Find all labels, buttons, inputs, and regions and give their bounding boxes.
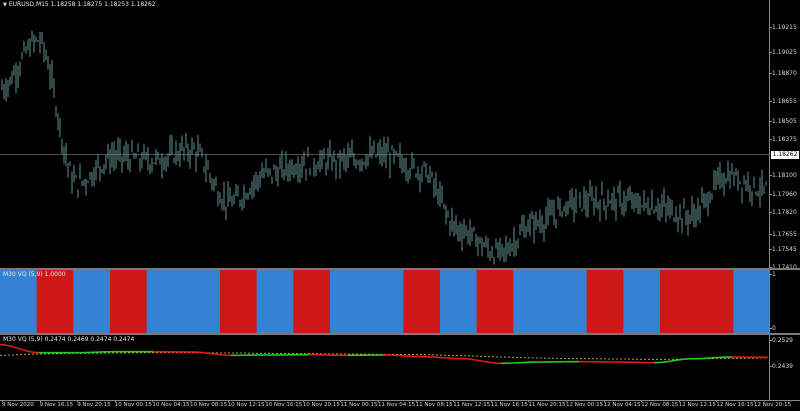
price-scale-tick: 1.17960: [769, 190, 797, 198]
vq-histogram-segment: [696, 270, 734, 334]
price-scale-tick: 1.17820: [769, 209, 797, 217]
vq-histogram-segment: [586, 270, 624, 334]
vq-histogram-segment: [660, 270, 698, 334]
time-axis-label: 10 Nov 12:15: [227, 400, 265, 408]
vq-main-line-segment: [26, 350, 31, 353]
time-axis-label: 10 Nov 08:15: [190, 400, 228, 408]
price-scale-tick: 1.18100: [769, 172, 797, 180]
vq-main-line-segment: [476, 359, 481, 362]
price-scale[interactable]: 1.19215 1.19025 1.18870 1.18655 1.18505 1.183…: [769, 0, 800, 270]
vq-histogram-segment: [623, 270, 661, 334]
pane-separator[interactable]: [0, 333, 800, 335]
vq-histogram-segment: [256, 270, 294, 334]
price-chart-caption: ▼ EURUSD,M15 1.18258 1.18275 1.18253 1.18…: [3, 1, 156, 8]
time-axis-label: 10 Nov 20:15: [302, 400, 340, 408]
vq-histogram-segment: [293, 270, 331, 334]
price-scale-tick: 1.19215: [769, 23, 797, 31]
time-axis-label: 12 Nov 16:15: [716, 400, 754, 408]
time-axis-label: 11 Nov 00:15: [340, 400, 378, 408]
time-axis-label: 12 Nov 12:15: [678, 400, 716, 408]
pane-separator[interactable]: [0, 268, 800, 270]
price-series: [0, 30, 770, 265]
price-caption-text: EURUSD,M15 1.18258 1.18275 1.18253 1.182…: [8, 1, 156, 8]
vq-main-line-segment: [29, 350, 34, 354]
vq-line-scale-bottom: 0.2439: [769, 363, 793, 370]
vq-signal-line: [0, 352, 768, 360]
vq-line-plot-area[interactable]: [0, 335, 770, 400]
time-axis-label: 9 Nov 16:15: [39, 400, 74, 408]
price-plot-area[interactable]: [0, 0, 770, 270]
vq-histogram-segment: [183, 270, 221, 334]
vq-bars-scale-bottom: 0: [769, 325, 776, 332]
vq-histogram-segment: [220, 270, 258, 334]
time-axis-label: 11 Nov 20:15: [528, 400, 566, 408]
vq-histogram: [0, 270, 770, 334]
price-scale-tick: 1.18870: [769, 69, 797, 77]
vq-histogram-segment: [330, 270, 368, 334]
vq-bars-caption: M30 VQ (5,9) 1.0000: [3, 271, 66, 278]
vq-main-line-segment: [5, 344, 10, 347]
time-axis-label: 10 Nov 16:15: [265, 400, 303, 408]
vq-main-line-segment: [482, 360, 487, 363]
vq-histogram-segment: [146, 270, 184, 334]
vq-histogram-segment: [403, 270, 441, 334]
vq-histogram-segment: [366, 270, 404, 334]
vq-histogram-segment: [550, 270, 588, 334]
vq-histogram-segment: [513, 270, 551, 334]
time-axis-label: 11 Nov 04:15: [378, 400, 416, 408]
time-axis-label: 9 Nov 2020: [2, 400, 34, 408]
vq-line-pane[interactable]: 0.2529 0.2439 M30 VQ (5,9) 0.2474 0.2469…: [0, 335, 800, 400]
vq-bars-scale[interactable]: 1 0: [769, 270, 800, 334]
vq-bars-scale-top: 1: [769, 271, 776, 278]
vq-histogram-segment: [0, 270, 38, 334]
price-scale-tick: 1.17410: [769, 264, 797, 270]
price-scale-tick: 1.18375: [769, 135, 797, 143]
time-axis-label: 10 Nov 04:15: [152, 400, 190, 408]
time-axis-label: 12 Nov 00:15: [566, 400, 604, 408]
price-scale-tick: 1.18505: [769, 118, 797, 126]
vq-main-line-segment: [479, 359, 484, 363]
time-axis-label: 11 Nov 12:15: [453, 400, 491, 408]
vq-line-scale[interactable]: 0.2529 0.2439: [769, 335, 800, 400]
vq-histogram-segment: [36, 270, 74, 334]
price-scale-tick: 1.18655: [769, 98, 797, 106]
price-scale-tick: 1.17545: [769, 246, 797, 254]
time-axis-label: 9 Nov 20:15: [77, 400, 111, 408]
vq-main-line-segment: [14, 346, 19, 350]
vq-main-line-segment: [8, 344, 13, 348]
vq-histogram-segment: [110, 270, 148, 334]
time-axis-label: 12 Nov 20:15: [754, 400, 792, 408]
vq-bars-plot-area[interactable]: [0, 270, 770, 334]
vq-main-line-segment: [17, 347, 22, 350]
vq-histogram-segment: [73, 270, 111, 334]
current-price-tag: 1.18262: [771, 150, 799, 159]
vq-histogram-segment: [733, 270, 770, 334]
vq-main-line-segment: [11, 345, 16, 349]
time-axis-label: 11 Nov 08:15: [415, 400, 453, 408]
vq-bars-pane[interactable]: 1 0 M30 VQ (5,9) 1.0000: [0, 270, 800, 334]
time-axis[interactable]: 9 Nov 2020 9 Nov 16:15 9 Nov 20:15 10 Nov 0…: [0, 400, 800, 411]
vq-main-line-segment: [20, 348, 25, 351]
time-axis-label: 11 Nov 16:15: [490, 400, 528, 408]
vq-histogram-segment: [476, 270, 514, 334]
time-axis-label: 12 Nov 08:15: [641, 400, 679, 408]
vq-line-scale-top: 0.2529: [769, 337, 793, 344]
time-axis-label: 10 Nov 00:15: [114, 400, 152, 408]
price-scale-tick: 1.19025: [769, 49, 797, 57]
vq-line-series: [0, 343, 769, 365]
vq-histogram-segment: [440, 270, 478, 334]
triangle-down-icon[interactable]: ▼: [3, 2, 7, 8]
price-scale-tick: 1.17655: [769, 231, 797, 239]
price-chart-pane[interactable]: 1.19215 1.19025 1.18870 1.18655 1.18505 1.183…: [0, 0, 800, 270]
vq-main-line-segment: [23, 349, 28, 352]
vq-line-caption: M30 VQ (5,9) 0.2474 0.2469 0.2474 0.2474: [3, 336, 135, 343]
time-axis-label: 12 Nov 04:15: [603, 400, 641, 408]
